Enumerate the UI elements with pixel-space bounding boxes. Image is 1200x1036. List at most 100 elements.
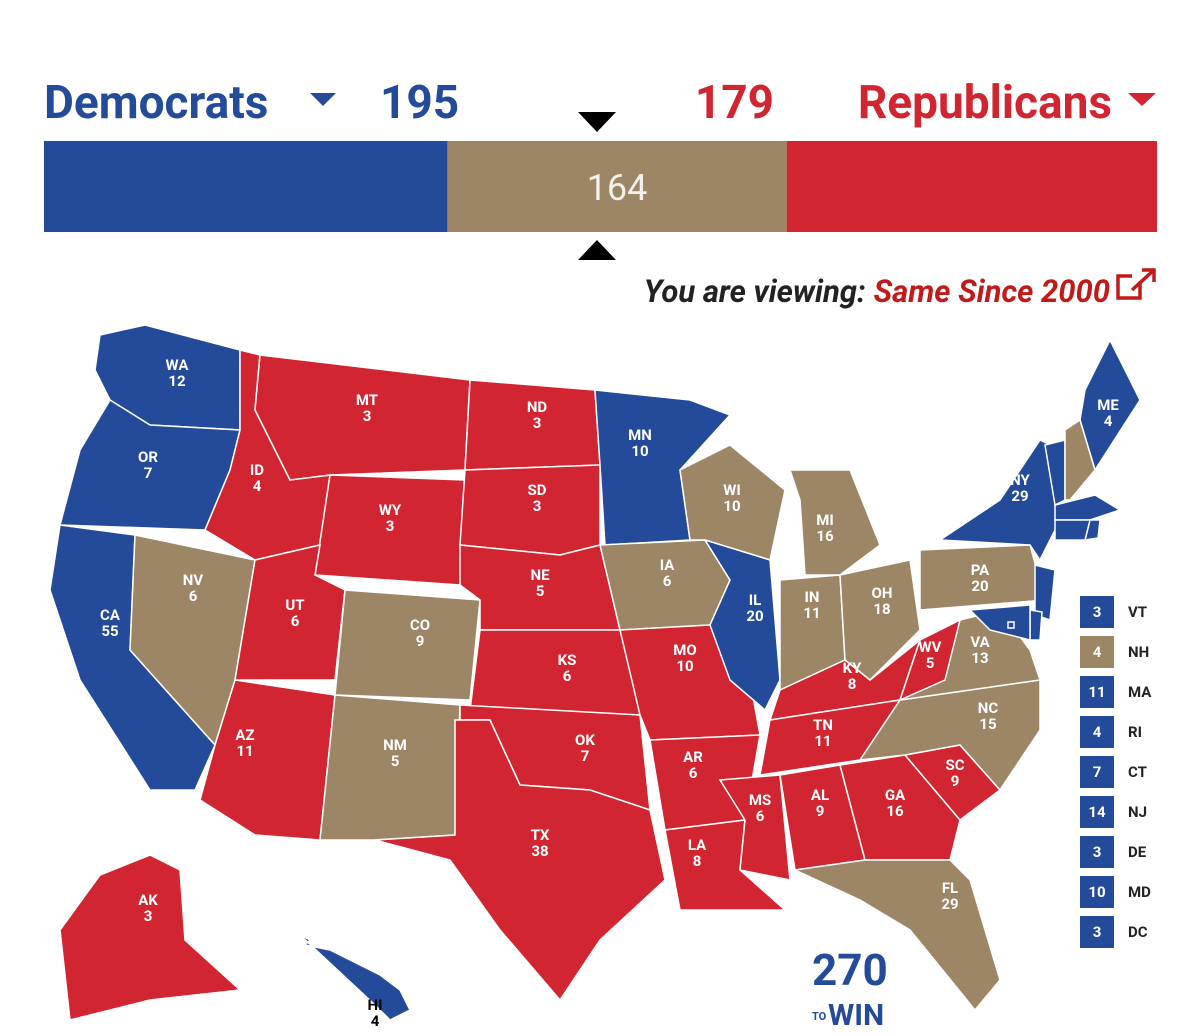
- legend-abbr: CT: [1128, 763, 1147, 781]
- state-abbr: MO: [673, 641, 696, 659]
- state-votes: 55: [101, 622, 118, 640]
- map: [49, 324, 1141, 1021]
- state[interactable]: [1079, 338, 1141, 472]
- legend-box: [1080, 756, 1114, 788]
- state[interactable]: [1054, 494, 1122, 521]
- state[interactable]: [1007, 621, 1015, 629]
- state-votes: 7: [581, 747, 590, 765]
- state-label: MI 16: [816, 511, 834, 545]
- state-label: KS 6: [558, 651, 577, 685]
- state-abbr: IA: [660, 556, 676, 574]
- dem-dropdown[interactable]: [310, 93, 336, 106]
- legend-box: [1080, 876, 1114, 908]
- state[interactable]: [718, 774, 791, 881]
- state-label: MO 10: [673, 641, 696, 675]
- legend-votes: 3: [1093, 603, 1102, 621]
- state-votes: 20: [746, 607, 763, 625]
- bar-segment: [786, 141, 1157, 232]
- legend-abbr: RI: [1128, 723, 1142, 741]
- vote-bar: 164: [44, 141, 1157, 232]
- state-label: LA 8: [688, 836, 707, 870]
- dem-label[interactable]: Democrats: [44, 76, 268, 130]
- state[interactable]: [788, 469, 881, 576]
- state[interactable]: [968, 604, 1031, 641]
- legend-votes: 4: [1093, 643, 1102, 661]
- state[interactable]: [1054, 519, 1091, 541]
- external-link-icon[interactable]: [1116, 268, 1156, 300]
- state-abbr: NV: [183, 571, 204, 589]
- state-label: PA 20: [971, 561, 990, 595]
- state-votes: 10: [676, 657, 693, 675]
- state[interactable]: [792, 859, 1001, 1012]
- legend-abbr: DC: [1128, 923, 1148, 941]
- viewing-name[interactable]: Same Since 2000: [874, 273, 1110, 310]
- rep-dropdown[interactable]: [1128, 93, 1156, 106]
- legend-box: [1080, 796, 1114, 828]
- state[interactable]: [469, 629, 641, 716]
- state[interactable]: [664, 819, 787, 911]
- state-abbr: AK: [138, 891, 158, 909]
- legend-votes: 4: [1093, 723, 1102, 741]
- state-abbr: AL: [811, 786, 829, 804]
- state-label: OK 7: [575, 731, 595, 765]
- state-votes: 5: [536, 582, 545, 600]
- state-abbr: OK: [575, 731, 595, 749]
- state-votes: 20: [971, 577, 988, 595]
- state-abbr: MT: [356, 391, 378, 409]
- state-votes: 12: [168, 372, 186, 390]
- state-votes: 6: [689, 764, 698, 782]
- state[interactable]: [839, 559, 921, 682]
- state-abbr: AZ: [235, 726, 254, 744]
- logo-to: TO: [812, 1010, 827, 1023]
- state[interactable]: [937, 439, 1061, 562]
- state[interactable]: [1034, 564, 1056, 622]
- state-votes: 4: [1104, 412, 1113, 430]
- state-label: CA 55: [100, 606, 121, 640]
- state-abbr: WY: [379, 501, 402, 519]
- state-votes: 15: [979, 715, 996, 733]
- state[interactable]: [1029, 609, 1043, 641]
- state-label: NY 29: [1010, 471, 1030, 505]
- legend-votes: 3: [1093, 923, 1102, 941]
- state-votes: 11: [803, 604, 820, 622]
- state-label: MT 3: [356, 391, 378, 425]
- header: Democrats 195 179 Republicans: [44, 76, 1156, 260]
- state-abbr: LA: [688, 836, 707, 854]
- state-votes: 3: [386, 517, 395, 535]
- state-votes: 3: [363, 407, 372, 425]
- legend-abbr: NJ: [1128, 803, 1147, 821]
- state-votes: 5: [926, 654, 935, 672]
- state-abbr: SC: [945, 756, 964, 774]
- legend-votes: 3: [1093, 843, 1102, 861]
- state[interactable]: [459, 464, 601, 556]
- state[interactable]: [299, 934, 412, 1021]
- legend-box: [1080, 916, 1114, 948]
- state-label: NM 5: [383, 736, 407, 770]
- state-abbr: VA: [970, 633, 990, 651]
- state[interactable]: [858, 679, 1041, 792]
- state-votes: 3: [144, 907, 153, 925]
- state[interactable]: [334, 589, 481, 701]
- state[interactable]: [703, 538, 781, 712]
- state-votes: 4: [253, 477, 262, 495]
- state-votes: 6: [756, 807, 765, 825]
- state[interactable]: [374, 719, 666, 1002]
- dem-count: 195: [380, 76, 459, 130]
- state-abbr: TN: [813, 716, 833, 734]
- state-abbr: MN: [628, 426, 652, 444]
- state-abbr: SD: [528, 481, 547, 499]
- state-abbr: OR: [138, 448, 158, 466]
- state[interactable]: [898, 618, 962, 702]
- state[interactable]: [1064, 418, 1096, 501]
- state-abbr: AR: [683, 748, 703, 766]
- state-label: VA 13: [970, 633, 990, 667]
- bar-segment: [44, 141, 448, 232]
- state[interactable]: [59, 854, 242, 1021]
- state-label: OH 18: [872, 584, 893, 618]
- state-abbr: NM: [383, 736, 407, 754]
- state-label: ND 3: [527, 398, 548, 432]
- rep-label[interactable]: Republicans: [858, 76, 1112, 130]
- state-abbr: WA: [166, 356, 190, 374]
- icon-arrow: [1130, 268, 1156, 292]
